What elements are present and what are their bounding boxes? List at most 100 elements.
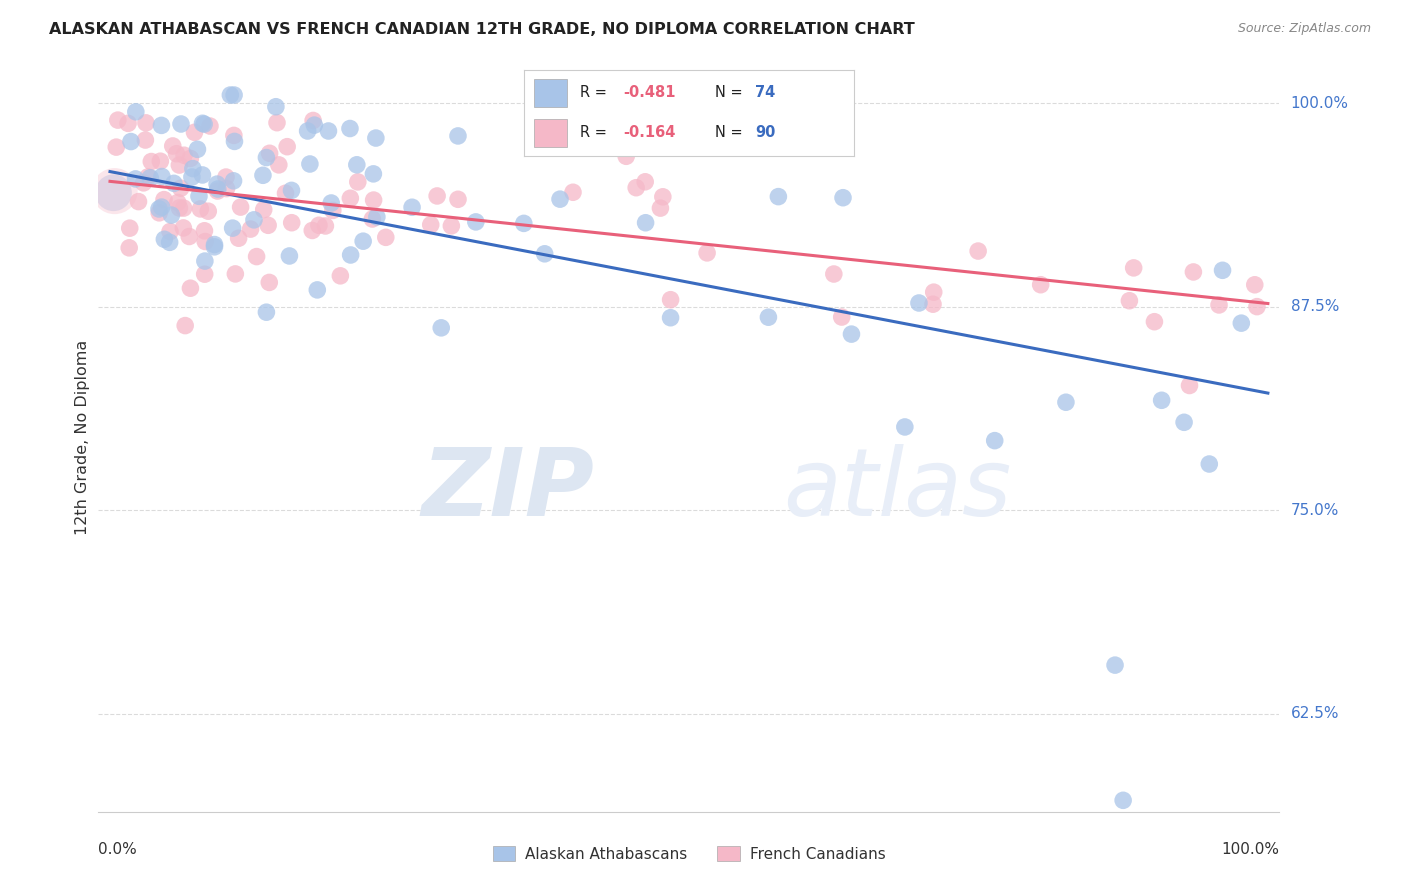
Point bbox=[198, 119, 221, 133]
Point bbox=[243, 212, 266, 227]
Point bbox=[254, 151, 277, 165]
Point bbox=[170, 117, 193, 131]
Point bbox=[149, 154, 172, 169]
Point bbox=[659, 310, 682, 325]
Point bbox=[361, 212, 384, 227]
Point bbox=[128, 194, 150, 209]
Point bbox=[318, 124, 340, 138]
Point bbox=[1122, 260, 1144, 275]
Point bbox=[174, 318, 197, 333]
Point bbox=[1230, 316, 1253, 330]
Point bbox=[166, 146, 188, 161]
Point bbox=[215, 181, 238, 195]
Point bbox=[321, 196, 343, 211]
Point bbox=[179, 152, 201, 166]
Point bbox=[228, 231, 250, 245]
Point bbox=[908, 296, 931, 310]
Point bbox=[823, 267, 845, 281]
Point bbox=[650, 201, 672, 215]
Point bbox=[1243, 277, 1265, 292]
Point bbox=[758, 310, 780, 325]
Point bbox=[163, 177, 186, 191]
Text: 100.0%: 100.0% bbox=[1222, 842, 1279, 857]
Point bbox=[193, 224, 215, 238]
Point bbox=[221, 221, 243, 235]
Point bbox=[254, 305, 277, 319]
Point bbox=[339, 191, 361, 205]
Point bbox=[533, 247, 555, 261]
Point bbox=[179, 229, 201, 244]
Point bbox=[191, 116, 214, 130]
Point bbox=[274, 186, 297, 201]
Point bbox=[159, 235, 181, 250]
Point bbox=[1029, 277, 1052, 292]
Point bbox=[1143, 315, 1166, 329]
Point bbox=[768, 189, 790, 203]
Text: ZIP: ZIP bbox=[422, 443, 595, 535]
Text: 100.0%: 100.0% bbox=[1291, 95, 1348, 111]
Point bbox=[267, 158, 290, 172]
Point bbox=[363, 193, 385, 207]
Point bbox=[419, 218, 441, 232]
Point bbox=[207, 182, 229, 196]
Point bbox=[967, 244, 990, 258]
Point bbox=[266, 116, 288, 130]
Point bbox=[651, 190, 673, 204]
Point bbox=[224, 267, 246, 281]
Text: 87.5%: 87.5% bbox=[1291, 300, 1339, 314]
Point bbox=[239, 222, 262, 236]
Point bbox=[430, 321, 453, 335]
Point bbox=[1208, 298, 1230, 312]
Point bbox=[278, 249, 301, 263]
Point bbox=[124, 172, 146, 186]
Point bbox=[173, 148, 195, 162]
Point bbox=[205, 177, 228, 191]
Point bbox=[302, 113, 325, 128]
Point bbox=[194, 235, 217, 249]
Point bbox=[194, 254, 217, 268]
Point bbox=[322, 203, 344, 218]
Text: 62.5%: 62.5% bbox=[1291, 706, 1339, 722]
Point bbox=[363, 167, 385, 181]
Point bbox=[440, 219, 463, 233]
Point bbox=[894, 420, 917, 434]
Point bbox=[1212, 263, 1234, 277]
Point bbox=[132, 176, 155, 190]
Point bbox=[259, 276, 281, 290]
Point bbox=[832, 191, 855, 205]
Point bbox=[464, 215, 486, 229]
Point bbox=[346, 158, 368, 172]
Point bbox=[162, 139, 184, 153]
Point bbox=[447, 192, 470, 206]
Point bbox=[276, 139, 298, 153]
Point bbox=[364, 131, 387, 145]
Point bbox=[107, 113, 129, 128]
Point bbox=[204, 237, 226, 252]
Point bbox=[922, 297, 945, 311]
Point bbox=[224, 135, 246, 149]
Text: ALASKAN ATHABASCAN VS FRENCH CANADIAN 12TH GRADE, NO DIPLOMA CORRELATION CHART: ALASKAN ATHABASCAN VS FRENCH CANADIAN 12… bbox=[49, 22, 915, 37]
Point bbox=[1182, 265, 1205, 279]
Point bbox=[148, 202, 170, 216]
Point bbox=[135, 116, 157, 130]
Point bbox=[150, 119, 173, 133]
Point bbox=[186, 142, 208, 156]
Point bbox=[103, 186, 125, 200]
Point bbox=[215, 169, 238, 184]
Point bbox=[193, 117, 215, 131]
Point bbox=[194, 267, 217, 281]
Point bbox=[374, 230, 396, 244]
Point bbox=[1104, 658, 1126, 673]
Point bbox=[118, 241, 141, 255]
Point bbox=[426, 189, 449, 203]
Point bbox=[304, 118, 326, 132]
Point bbox=[229, 200, 252, 214]
Point bbox=[139, 170, 162, 185]
Point bbox=[180, 169, 202, 184]
Point bbox=[634, 216, 657, 230]
Point bbox=[169, 158, 191, 172]
Point bbox=[922, 285, 945, 300]
Point bbox=[841, 327, 863, 342]
Point bbox=[301, 223, 323, 237]
Point bbox=[298, 157, 321, 171]
